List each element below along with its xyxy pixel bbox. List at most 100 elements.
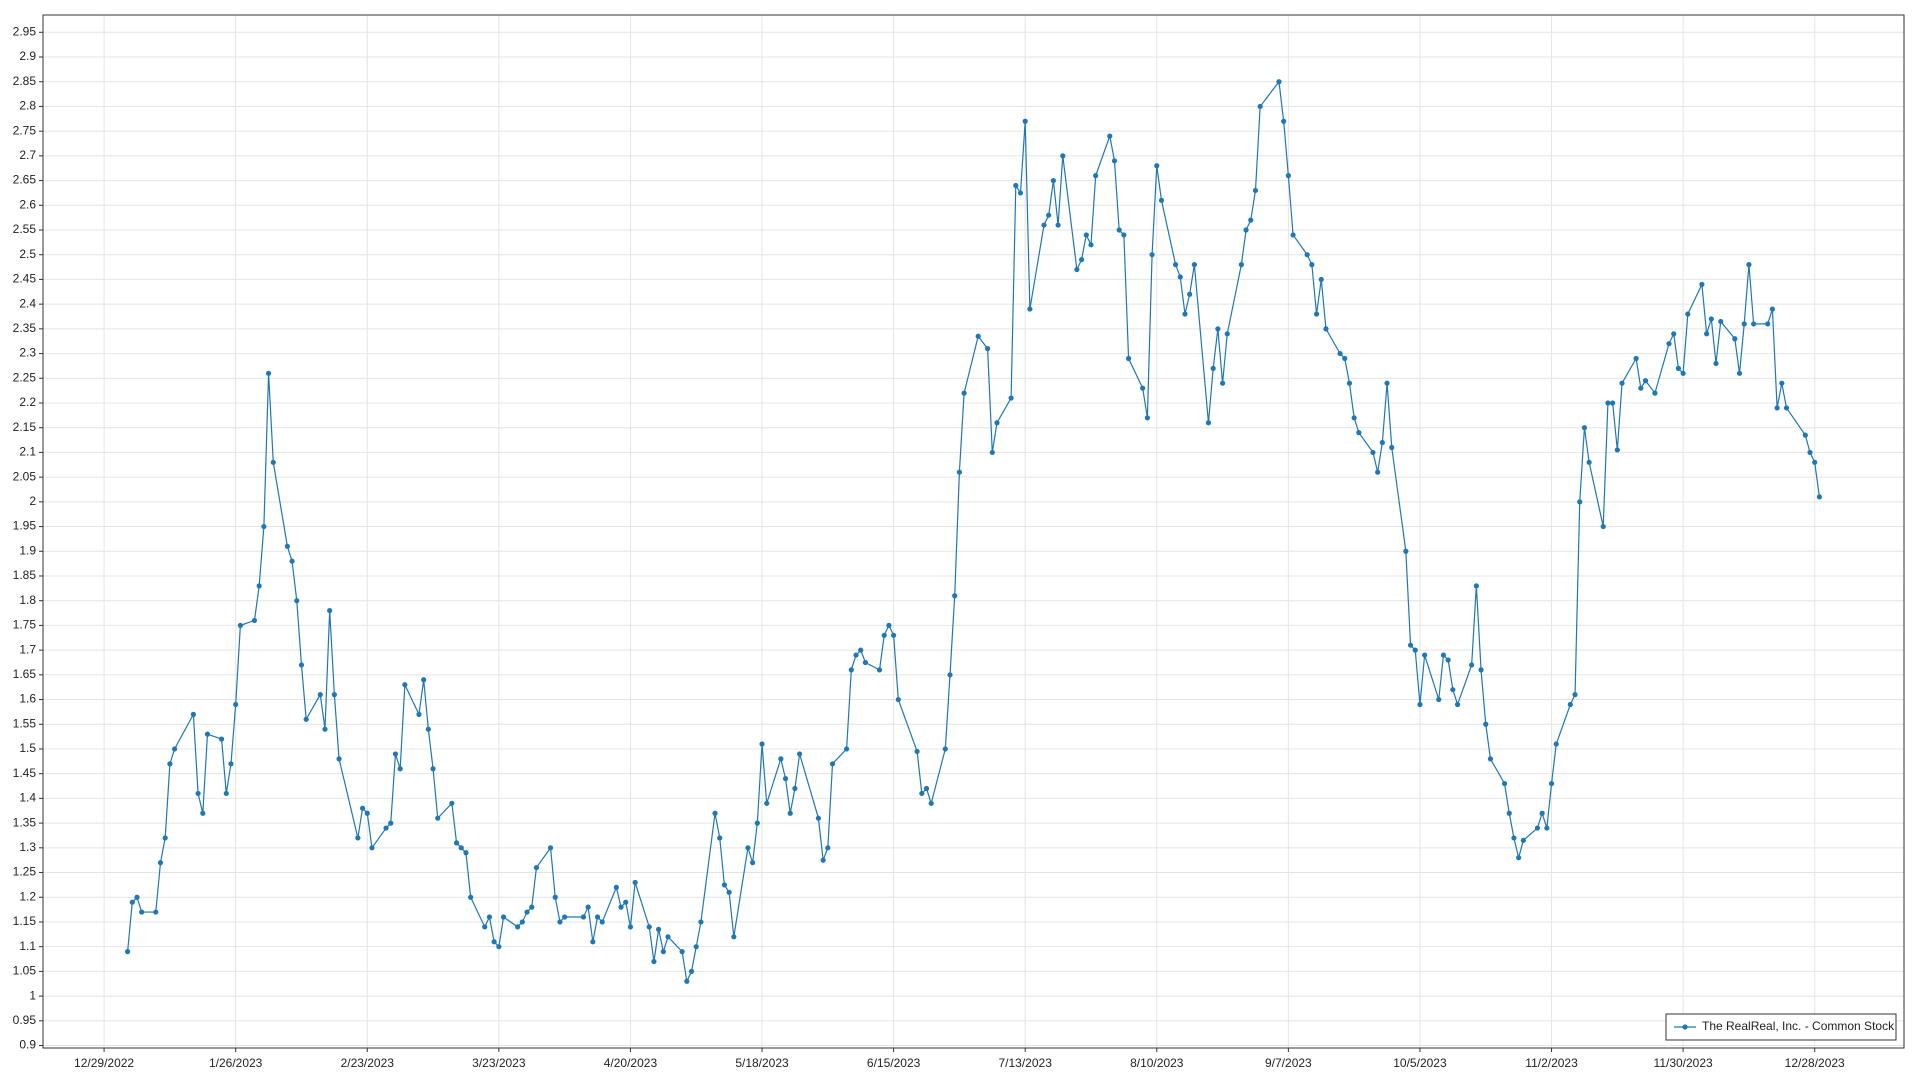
data-point: [881, 632, 887, 638]
y-tick-label: 0.9: [19, 1038, 36, 1052]
data-point: [195, 790, 201, 797]
y-tick-label: 2: [29, 494, 36, 508]
data-point: [1318, 276, 1324, 283]
y-tick-label: 2.05: [13, 469, 37, 483]
y-tick-label: 0.95: [13, 1013, 37, 1027]
data-point: [1149, 252, 1155, 258]
data-point: [1107, 133, 1113, 139]
data-point: [1285, 173, 1291, 179]
data-point: [1257, 103, 1263, 110]
data-point: [1017, 190, 1024, 196]
data-point: [797, 751, 803, 757]
data-point: [1412, 647, 1418, 653]
data-point: [590, 939, 596, 945]
data-point: [1238, 262, 1244, 268]
data-point: [1055, 222, 1061, 228]
data-point: [1210, 365, 1216, 371]
x-tick-label: 2/23/2023: [341, 1056, 395, 1070]
data-point: [491, 939, 497, 945]
y-tick-label: 2.9: [19, 49, 36, 63]
data-point: [848, 667, 854, 673]
data-point: [303, 716, 309, 722]
data-point: [1708, 316, 1714, 322]
data-point: [496, 944, 502, 950]
data-point: [1121, 232, 1127, 238]
series: [124, 79, 1823, 984]
data-point: [402, 682, 408, 688]
data-point: [656, 926, 662, 932]
data-point: [750, 860, 756, 866]
data-point: [1041, 222, 1047, 228]
data-point: [1182, 311, 1188, 317]
data-point: [233, 701, 239, 708]
data-point: [1769, 306, 1776, 312]
data-point: [665, 934, 671, 940]
data-point: [500, 914, 507, 920]
y-tick-label: 2.75: [13, 123, 37, 137]
data-point: [914, 748, 920, 755]
data-point: [764, 800, 770, 806]
data-point: [651, 958, 657, 965]
data-point: [1177, 274, 1183, 280]
y-tick-label: 1.35: [13, 815, 37, 829]
y-tick-label: 1.05: [13, 964, 37, 978]
data-point: [124, 949, 131, 955]
data-point: [1812, 459, 1818, 465]
data-point: [1675, 365, 1682, 371]
data-point: [721, 882, 728, 888]
data-point: [1614, 447, 1620, 453]
data-point: [1172, 262, 1179, 268]
data-point: [270, 459, 276, 465]
data-point: [200, 810, 206, 816]
y-tick-label: 2.35: [13, 321, 37, 335]
data-point: [618, 904, 624, 910]
data-point: [1346, 380, 1353, 386]
data-point: [327, 607, 333, 614]
data-point: [237, 622, 243, 629]
data-point: [895, 696, 901, 703]
data-point: [1534, 825, 1541, 831]
data-point: [369, 845, 375, 851]
y-tick-label: 2.4: [19, 296, 36, 310]
data-point: [284, 543, 290, 549]
y-tick-label: 2.15: [13, 420, 37, 434]
data-point: [1783, 405, 1790, 411]
data-point: [731, 934, 737, 940]
series-line: [126, 80, 1821, 984]
data-point: [425, 726, 431, 732]
data-point: [1088, 242, 1094, 248]
legend: The RealReal, Inc. - Common Stock: [1665, 1013, 1897, 1041]
data-point: [599, 919, 605, 925]
data-point: [942, 746, 948, 752]
data-point: [167, 761, 173, 767]
data-point: [1313, 311, 1320, 317]
data-point: [1379, 439, 1385, 446]
data-point: [1454, 701, 1461, 708]
data-point: [1093, 173, 1099, 179]
y-tick-label: 1.9: [19, 543, 36, 557]
data-point: [1642, 378, 1649, 384]
data-point: [1671, 331, 1677, 337]
x-tick-label: 10/5/2023: [1393, 1056, 1447, 1070]
x-tick-label: 11/2/2023: [1525, 1056, 1578, 1070]
data-point: [204, 731, 211, 737]
data-point: [1403, 548, 1409, 554]
data-point: [1422, 652, 1428, 658]
data-point: [829, 761, 836, 767]
data-point: [952, 593, 958, 599]
data-point: [1022, 118, 1028, 124]
data-point: [956, 469, 963, 475]
data-point: [1520, 837, 1526, 844]
data-point: [1487, 756, 1494, 762]
y-tick-label: 2.6: [19, 197, 36, 211]
data-point: [1243, 227, 1249, 233]
y-tick-label: 1.65: [13, 667, 37, 681]
data-point: [416, 711, 422, 717]
data-point: [1765, 321, 1771, 327]
data-point: [1685, 311, 1691, 317]
data-point: [1370, 449, 1376, 456]
data-point: [171, 746, 178, 752]
y-tick-label: 2.5: [19, 247, 36, 261]
data-point: [928, 800, 934, 806]
